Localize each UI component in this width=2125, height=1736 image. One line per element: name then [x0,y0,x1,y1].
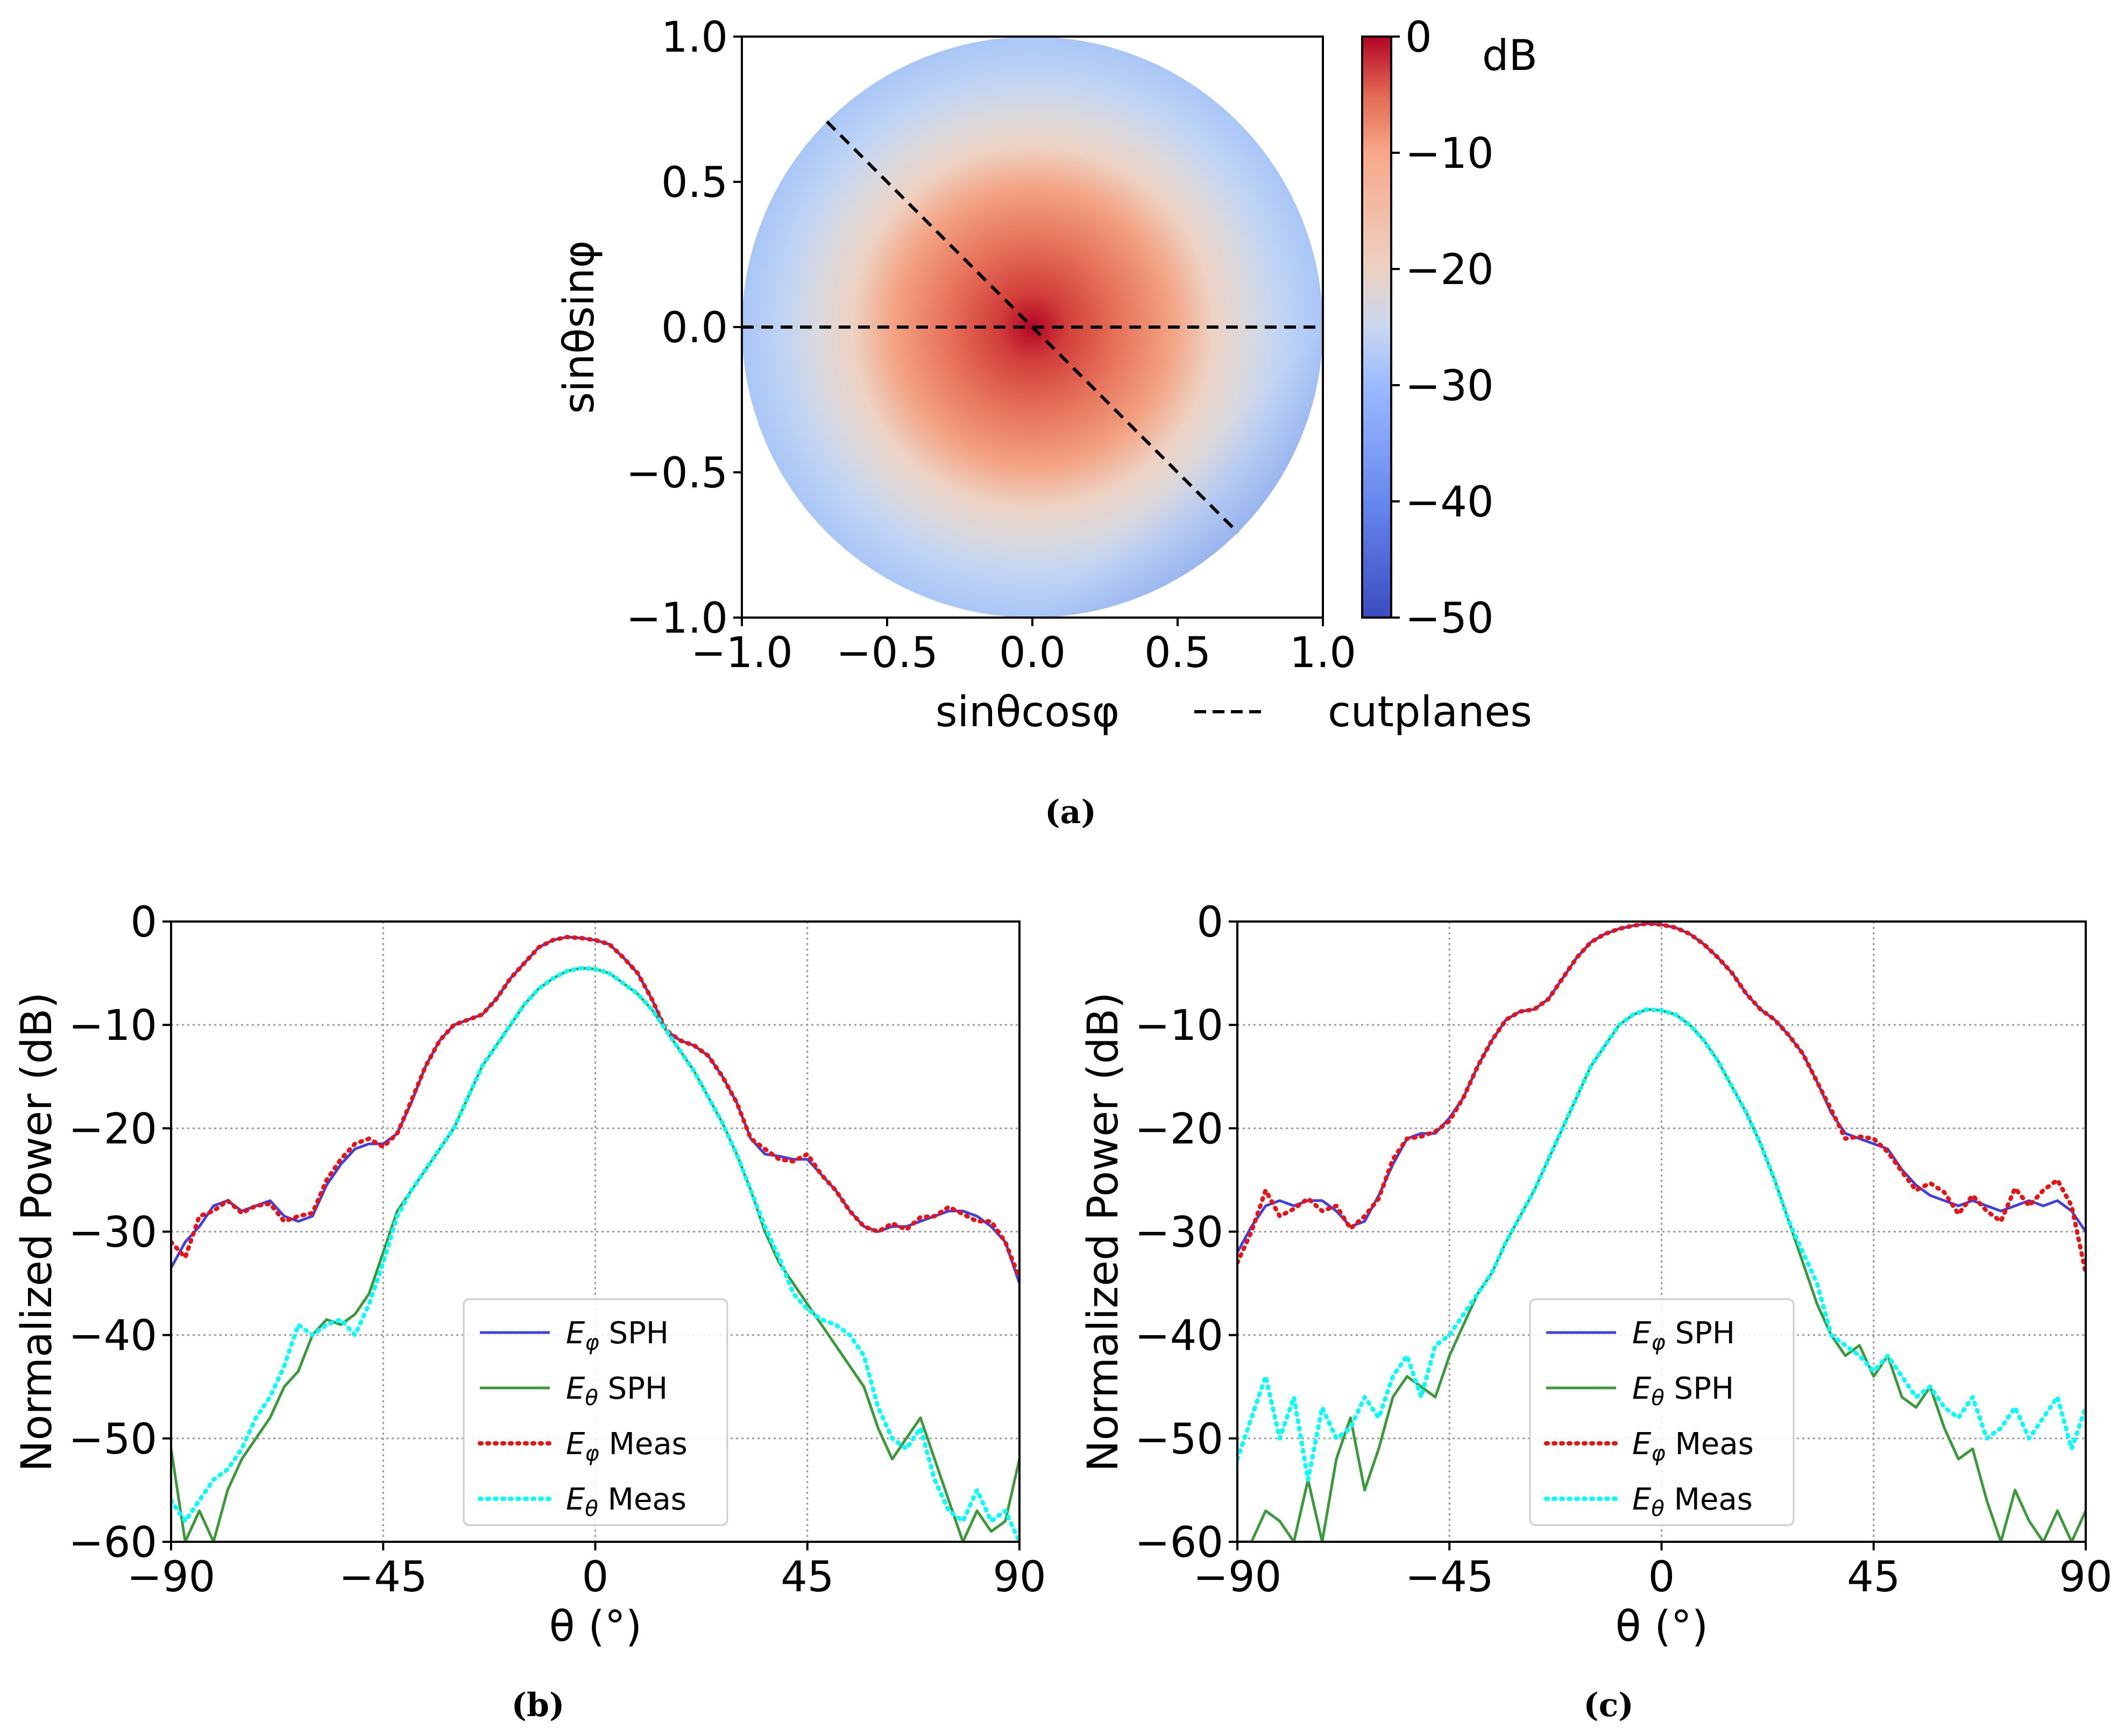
legend-entry-0: Eφ SPH [1632,1316,1735,1355]
x-tick-label: 0 [582,1553,609,1602]
x-axis-label-a: sinθcosφ [936,688,1120,736]
legend-entry-1: Eθ SPH [1632,1371,1734,1411]
axis-ticks-a: −1.0 −0.5 0.0 0.5 1.0 1.0 0.5 0.0 −0.5 −1.0 [626,13,1356,677]
series-c [1237,922,2086,1542]
axis-ticks-c: −90 −45 0 45 90 0 −10 −20 −30 −40 −50 −60 [1135,898,2112,1602]
y-tick-label: −20 [1135,1105,1223,1153]
heatmap-panel-a: −1.0 −0.5 0.0 0.5 1.0 1.0 0.5 0.0 −0.5 −1.0 sinθc… [555,13,1538,831]
x-tick-label: −45 [339,1553,428,1602]
legend-box [1529,1298,1795,1526]
series-line-3 [171,966,1019,1542]
y-tick-label: 0 [130,898,157,947]
y-tick-label-a: 1.0 [661,13,728,62]
x-tick-label-a: 0.0 [999,629,1066,677]
axis-ticks-b: −90 −45 0 45 90 0 −10 −20 −30 −40 −50 −60 [68,898,1046,1602]
legend-entry-0: Eφ SPH [566,1316,669,1355]
cutplane-diagonal [825,120,1239,534]
legend-c: Eφ SPH Eθ SPH Eφ Meas Eθ Meas [1529,1298,1795,1526]
y-tick-label-a: 0.5 [661,159,728,207]
y-axis-label-b: Normalized Power (dB) [13,992,61,1472]
series-line-2 [1237,922,2086,1276]
colorbar [1361,36,1392,619]
legend-entry-2: Eφ Meas [566,1427,688,1466]
series-b [171,934,1019,1542]
x-axis-label-b: θ (°) [549,1603,642,1651]
line-chart-b: −90 −45 0 45 90 0 −10 −20 −30 −40 −50 −60 θ (°) Nor… [13,898,1046,1724]
y-tick-label-a: −1.0 [626,594,728,643]
y-tick-label: −10 [1135,1002,1223,1050]
y-tick-label: −60 [68,1519,157,1567]
y-tick-label-a: −0.5 [626,449,728,498]
legend-entry-3: Eθ Meas [566,1482,686,1521]
x-tick-label: 45 [781,1553,834,1602]
y-tick-label: −40 [1135,1312,1223,1361]
x-tick-label: −90 [127,1553,216,1602]
y-axis-label-a: sinθsinφ [555,240,604,414]
legend-entry-1: Eθ SPH [566,1371,668,1411]
legend-entry-3: Eθ Meas [1632,1482,1753,1521]
colorbar-label: dB [1482,32,1538,80]
x-tick-label-a: 1.0 [1290,629,1356,677]
y-tick-label: −40 [68,1312,157,1361]
y-tick-label: −20 [68,1105,157,1153]
y-tick-label: −60 [1135,1519,1223,1567]
colorbar-tick-label: −40 [1405,478,1494,527]
y-tick-label: −30 [1135,1209,1223,1257]
colorbar-tick-label: −20 [1405,246,1494,294]
x-tick-label: 90 [993,1553,1046,1602]
x-tick-label-a: −1.0 [691,629,792,677]
y-tick-label-a: 0.0 [661,304,728,352]
colorbar-tick-label: 0 [1405,13,1432,62]
y-tick-label: −10 [68,1002,157,1050]
caption-c: (c) [1583,1687,1633,1724]
y-tick-label: −50 [1135,1415,1223,1464]
colorbar-tick-label: −10 [1405,130,1494,178]
legend-entry-2: Eφ Meas [1632,1427,1754,1466]
caption-b: (b) [512,1687,565,1724]
y-tick-label: 0 [1196,898,1223,947]
y-tick-label: −30 [68,1209,157,1257]
x-tick-label-a: 0.5 [1144,629,1211,677]
x-axis-label-c: θ (°) [1616,1603,1708,1651]
series-line-2 [171,934,1019,1280]
caption-a: (a) [1045,793,1096,831]
colorbar-ticks: 0 −10 −20 −30 −40 −50 [1391,13,1494,643]
colorbar-tick-label: −50 [1405,594,1494,643]
line-chart-c: −90 −45 0 45 90 0 −10 −20 −30 −40 −50 −60 θ (°) Nor… [1079,898,2113,1724]
x-tick-label: −45 [1405,1553,1494,1602]
colorbar-tick-label: −30 [1405,362,1494,410]
legend-b: Eφ SPH Eθ SPH Eφ Meas Eθ Meas [463,1298,728,1526]
cutplanes-legend-label: cutplanes [1328,688,1532,736]
series-line-3 [1237,1007,2086,1482]
x-tick-label-a: −0.5 [836,629,938,677]
legend-box [463,1298,728,1526]
y-tick-label: −50 [68,1415,157,1464]
x-tick-label: −90 [1193,1553,1282,1602]
x-tick-label: 0 [1648,1553,1675,1602]
y-axis-label-c: Normalized Power (dB) [1079,992,1128,1472]
x-tick-label: 90 [2059,1553,2112,1602]
x-tick-label: 45 [1847,1553,1900,1602]
